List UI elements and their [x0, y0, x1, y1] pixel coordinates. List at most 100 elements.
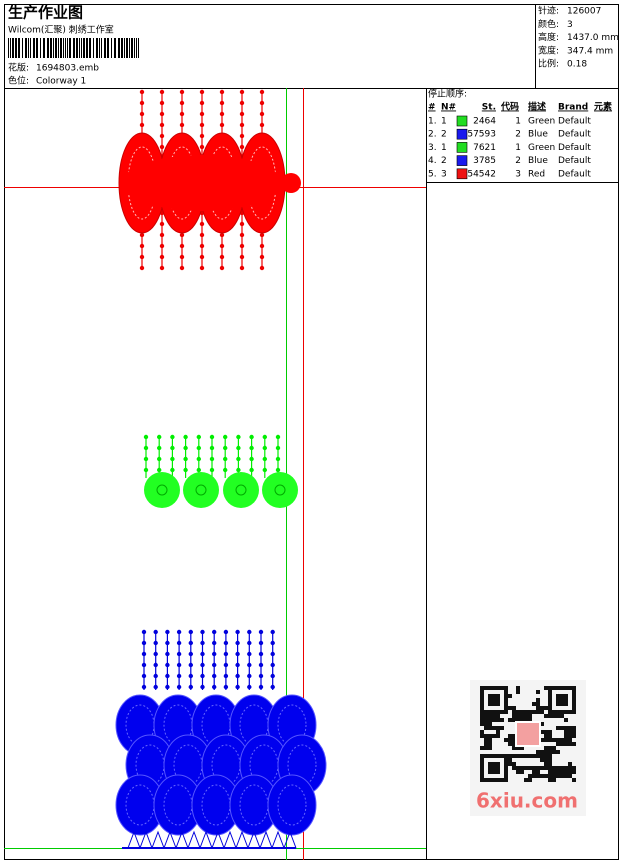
- row-needle: 2: [441, 156, 447, 166]
- bead: [176, 684, 182, 690]
- bead: [141, 640, 147, 646]
- bead: [200, 673, 205, 679]
- qr-cell: [552, 778, 556, 782]
- fringe: [271, 830, 285, 849]
- qr-cell: [564, 774, 568, 778]
- info-label: 高度:: [538, 31, 559, 43]
- bead: [170, 445, 175, 451]
- qr-cell: [536, 690, 540, 694]
- qr-cell: [572, 726, 576, 730]
- info-label: 比例:: [538, 58, 559, 70]
- bead: [139, 232, 145, 238]
- bead: [212, 684, 217, 690]
- bead: [157, 467, 162, 473]
- qr-cell: [544, 762, 548, 766]
- bar-stripe: [81, 38, 82, 58]
- bead: [247, 684, 252, 690]
- qr-cell: [508, 754, 512, 758]
- bead: [196, 445, 201, 451]
- bead: [143, 434, 149, 440]
- company: Wilcom(汇聚) 刺绣工作室: [8, 24, 114, 36]
- title: 生产作业图: [8, 4, 83, 22]
- row-brand: Default: [558, 169, 591, 179]
- design-label: 花版:: [8, 62, 29, 74]
- qr-cell: [536, 710, 540, 714]
- bar-stripe: [86, 38, 88, 58]
- qr-cell: [508, 734, 512, 738]
- qr-cell: [568, 738, 572, 742]
- qr-cell: [572, 734, 576, 738]
- row-description: Blue: [528, 156, 548, 166]
- qr-cell: [560, 742, 564, 746]
- bar-stripe: [89, 38, 91, 58]
- row-needle: 1: [441, 117, 447, 127]
- qr-cell: [540, 750, 544, 754]
- qr-cell: [552, 774, 556, 778]
- info-label: 宽度:: [538, 44, 559, 56]
- bead: [196, 467, 201, 473]
- bead: [188, 662, 193, 668]
- bead: [212, 640, 217, 646]
- bead: [219, 111, 225, 117]
- bead: [236, 467, 241, 473]
- bead: [209, 445, 215, 451]
- qr-cell: [524, 714, 528, 718]
- fringe: [151, 830, 165, 849]
- qr-cell: [544, 774, 548, 778]
- column-header: 元素: [594, 101, 612, 113]
- qr-cell: [484, 718, 488, 722]
- qr-cell: [484, 738, 488, 742]
- bead: [200, 684, 205, 690]
- qr-cell: [488, 726, 492, 730]
- bead: [188, 684, 193, 690]
- barcode: [8, 38, 139, 58]
- bead: [247, 662, 252, 668]
- qr-cell: [532, 702, 536, 706]
- row-index: 5.: [428, 169, 437, 179]
- qr-cell: [568, 734, 572, 738]
- bead: [249, 434, 254, 440]
- bead: [159, 144, 165, 150]
- qr-finder-dot: [488, 762, 500, 774]
- bead: [219, 243, 225, 249]
- flower-center: [274, 484, 286, 496]
- colorway: Colorway 1: [36, 77, 86, 87]
- bead: [239, 89, 245, 95]
- qr-cell: [508, 694, 512, 698]
- qr-cell: [508, 758, 512, 762]
- bead: [170, 456, 175, 462]
- qr-cell: [480, 718, 484, 722]
- qr-cell: [568, 730, 572, 734]
- row-index: 2.: [428, 130, 437, 140]
- fringe: [211, 830, 225, 849]
- bar-stripe: [124, 38, 125, 58]
- qr-cell: [520, 770, 524, 774]
- qr-cell: [556, 750, 560, 754]
- qr-cell: [520, 718, 524, 722]
- row-brand: Default: [558, 143, 591, 153]
- qr-cell: [496, 714, 500, 718]
- row-code: 2: [515, 130, 521, 140]
- bead: [212, 629, 217, 635]
- qr-cell: [568, 762, 572, 766]
- qr-cell: [516, 714, 520, 718]
- qr-cell: [488, 738, 492, 742]
- qr-finder: [480, 686, 508, 714]
- qr-cell: [532, 770, 536, 774]
- bead: [223, 651, 229, 657]
- row-needle: 1: [441, 143, 447, 153]
- qr-cell: [560, 726, 564, 730]
- row-index: 4.: [428, 156, 437, 166]
- bead: [209, 456, 215, 462]
- bead: [157, 445, 162, 451]
- qr-cell: [572, 742, 576, 746]
- bead: [212, 651, 217, 657]
- fringe: [163, 830, 177, 849]
- qr-cell: [544, 686, 548, 690]
- info-value: 126007: [567, 7, 601, 17]
- qr-cell: [488, 746, 492, 750]
- bead: [247, 629, 252, 635]
- bead: [219, 89, 225, 95]
- bar-stripe: [40, 38, 41, 58]
